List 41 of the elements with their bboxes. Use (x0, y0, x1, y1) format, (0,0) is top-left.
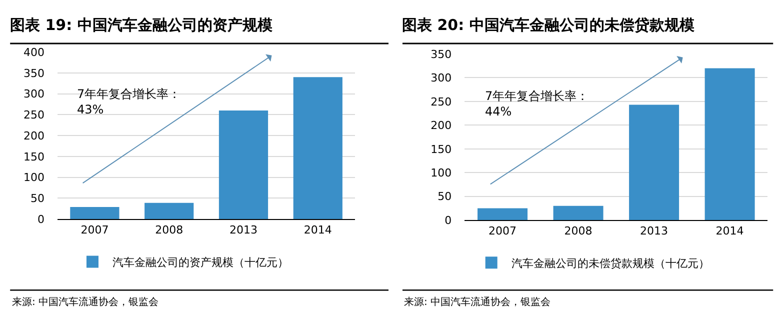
bar (70, 207, 120, 220)
annotation: 7年年复合增长率： 44% (485, 89, 589, 119)
bar (704, 68, 755, 220)
y-tick-label: 250 (24, 108, 44, 122)
bar (144, 202, 194, 220)
y-tick-label: 350 (24, 66, 44, 80)
x-tick-label: 2007 (80, 223, 109, 236)
y-tick-label: 400 (24, 46, 44, 59)
y-tick-label: 50 (438, 190, 452, 204)
x-tick-label: 2013 (640, 224, 668, 238)
bar (218, 110, 268, 220)
y-tick-label: 300 (24, 88, 44, 101)
y-tick-label: 100 (430, 166, 452, 180)
y-tick-label: 250 (430, 95, 452, 108)
y-tick-label: 350 (430, 48, 452, 61)
annotation: 7年年复合增长率： 43% (77, 87, 181, 117)
bar (553, 206, 604, 220)
x-tick-label: 2014 (716, 224, 744, 238)
legend-label: 汽车金融公司的资产规模（十亿元） (112, 256, 288, 269)
y-tick-label: 0 (38, 212, 44, 226)
y-tick-label: 300 (430, 72, 452, 85)
source-note: 来源: 中国汽车流通协会，银监会 (404, 296, 551, 308)
y-tick-label: 50 (30, 192, 44, 206)
y-tick-label: 150 (430, 142, 452, 156)
x-tick-label: 2014 (304, 223, 332, 236)
chart-title: 图表 19: 中国汽车金融公司的资产规模 (10, 16, 274, 34)
bar (293, 77, 342, 220)
source-note: 来源: 中国汽车流通协会，银监会 (12, 296, 159, 308)
legend-label: 汽车金融公司的未偿贷款规模（十亿元） (511, 256, 710, 270)
y-tick-label: 200 (430, 119, 452, 132)
y-tick-label: 100 (24, 171, 44, 184)
chart-title: 图表 20: 中国汽车金融公司的未偿贷款规模 (402, 16, 696, 34)
x-tick-label: 2013 (229, 223, 258, 236)
y-tick-label: 150 (24, 150, 44, 164)
y-tick-label: 200 (24, 129, 44, 142)
x-tick-label: 2008 (564, 224, 592, 238)
x-tick-label: 2007 (488, 224, 517, 238)
bar (478, 208, 528, 220)
y-tick-label: 0 (444, 214, 452, 227)
x-tick-label: 2008 (155, 223, 184, 236)
bar (629, 104, 680, 220)
